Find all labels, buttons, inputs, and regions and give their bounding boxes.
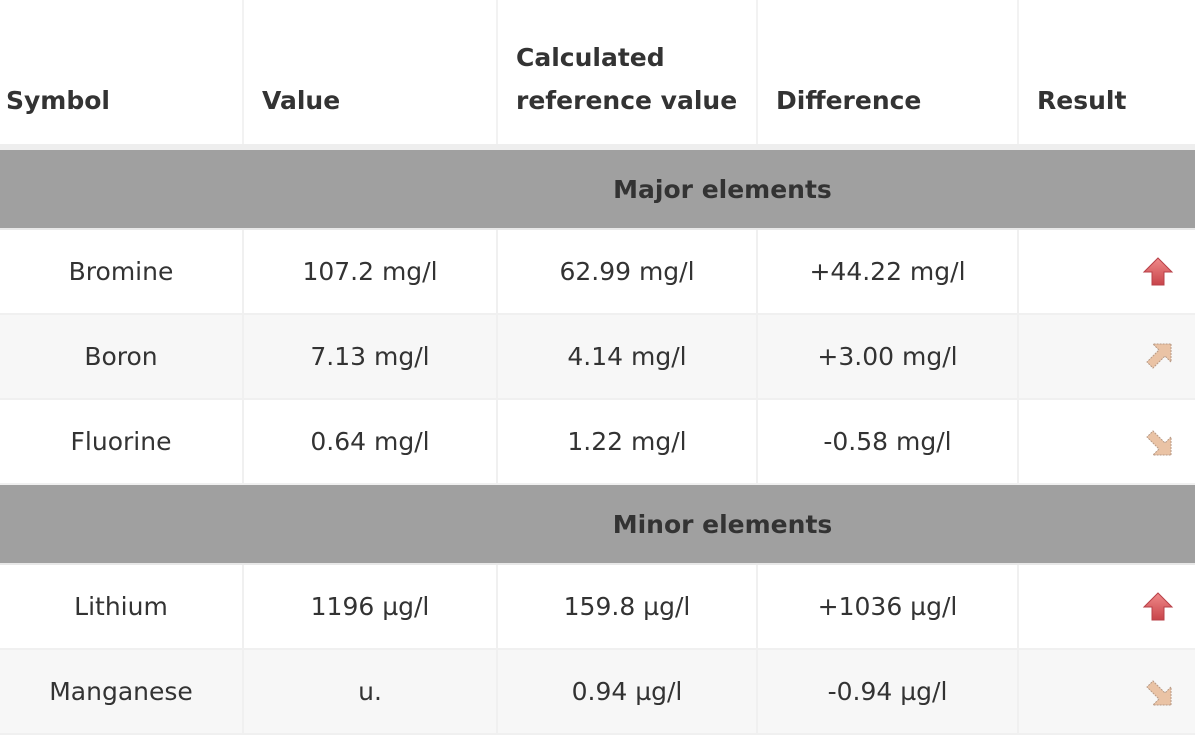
cell-symbol: Bromine <box>0 229 244 315</box>
header-difference: Difference <box>757 0 1019 150</box>
cell-symbol: Lithium <box>0 564 244 650</box>
cell-reference: 62.99 mg/l <box>497 229 758 315</box>
cell-value: u. <box>243 649 498 735</box>
arrow-up-right-icon <box>1141 340 1175 374</box>
cell-difference: -0.58 mg/l <box>757 399 1019 485</box>
table-row: Bromine 107.2 mg/l 62.99 mg/l +44.22 mg/… <box>0 229 1195 315</box>
section-title: Major elements <box>613 174 832 204</box>
header-value: Value <box>243 0 498 150</box>
arrow-up-icon <box>1141 255 1175 289</box>
cell-result <box>1018 314 1195 400</box>
header-symbol: Symbol <box>0 0 244 150</box>
header-row: Symbol Value Calculated reference value … <box>0 0 1195 150</box>
table-row: Fluorine 0.64 mg/l 1.22 mg/l -0.58 mg/l <box>0 399 1195 485</box>
cell-reference: 0.94 µg/l <box>497 649 758 735</box>
cell-value: 1196 µg/l <box>243 564 498 650</box>
cell-result <box>1018 399 1195 485</box>
arrow-down-right-icon <box>1141 675 1175 709</box>
section-header: Major elements <box>0 147 1195 230</box>
section-header: Minor elements <box>0 484 1195 565</box>
cell-value: 0.64 mg/l <box>243 399 498 485</box>
cell-result <box>1018 229 1195 315</box>
arrow-up-icon <box>1141 590 1175 624</box>
cell-symbol: Boron <box>0 314 244 400</box>
cell-result <box>1018 564 1195 650</box>
cell-reference: 4.14 mg/l <box>497 314 758 400</box>
cell-difference: +1036 µg/l <box>757 564 1019 650</box>
table-row: Boron 7.13 mg/l 4.14 mg/l +3.00 mg/l <box>0 314 1195 400</box>
table-row: Lithium 1196 µg/l 159.8 µg/l +1036 µg/l <box>0 564 1195 650</box>
header-result: Result <box>1018 0 1195 150</box>
cell-difference: +44.22 mg/l <box>757 229 1019 315</box>
cell-value: 107.2 mg/l <box>243 229 498 315</box>
table-row: Manganese u. 0.94 µg/l -0.94 µg/l <box>0 649 1195 735</box>
cell-difference: -0.94 µg/l <box>757 649 1019 735</box>
cell-difference: +3.00 mg/l <box>757 314 1019 400</box>
cell-reference: 159.8 µg/l <box>497 564 758 650</box>
section-title: Minor elements <box>612 509 833 539</box>
cell-value: 7.13 mg/l <box>243 314 498 400</box>
header-reference: Calculated reference value <box>497 0 758 150</box>
arrow-down-right-icon <box>1141 425 1175 459</box>
cell-symbol: Fluorine <box>0 399 244 485</box>
cell-symbol: Manganese <box>0 649 244 735</box>
cell-result <box>1018 649 1195 735</box>
cell-reference: 1.22 mg/l <box>497 399 758 485</box>
